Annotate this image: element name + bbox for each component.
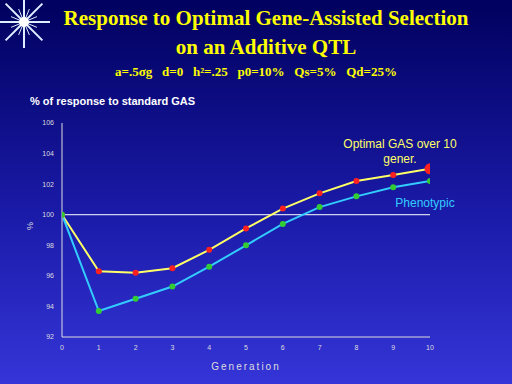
svg-text:0: 0 xyxy=(60,344,64,351)
svg-text:106: 106 xyxy=(42,119,54,126)
svg-text:98: 98 xyxy=(46,242,54,249)
svg-text:94: 94 xyxy=(46,303,54,310)
html-text:Response to Optimal Gene-Assis: Response to Optimal Gene-Assisted Select… xyxy=(63,6,469,59)
svg-text:102: 102 xyxy=(42,181,54,188)
html-text:Phenotypic: Phenotypic xyxy=(395,196,455,210)
html-text:Optimal GAS over 10 gener.: Optimal GAS over 10 gener. xyxy=(343,137,457,166)
svg-text:100: 100 xyxy=(42,211,54,218)
svg-text:92: 92 xyxy=(46,333,54,340)
svg-text:2: 2 xyxy=(134,344,138,351)
svg-text:96: 96 xyxy=(46,272,54,279)
svg-text:10: 10 xyxy=(426,344,434,351)
svg-text:%: % xyxy=(25,222,35,230)
svg-text:104: 104 xyxy=(42,150,54,157)
svg-text:9: 9 xyxy=(391,344,395,351)
svg-text:6: 6 xyxy=(281,344,285,351)
svg-text:Generation: Generation xyxy=(211,361,280,372)
svg-text:7: 7 xyxy=(318,344,322,351)
html-text:% of response to standard GAS: % of response to standard GAS xyxy=(30,95,195,107)
svg-text:3: 3 xyxy=(170,344,174,351)
svg-text:8: 8 xyxy=(354,344,358,351)
html-text:a=.5σg d=0 h²=.25 p0=10% Qs=5%: a=.5σg d=0 h²=.25 p0=10% Qs=5% Qd=25% xyxy=(115,64,397,79)
svg-text:1: 1 xyxy=(97,344,101,351)
svg-text:5: 5 xyxy=(244,344,248,351)
svg-text:4: 4 xyxy=(207,344,211,351)
